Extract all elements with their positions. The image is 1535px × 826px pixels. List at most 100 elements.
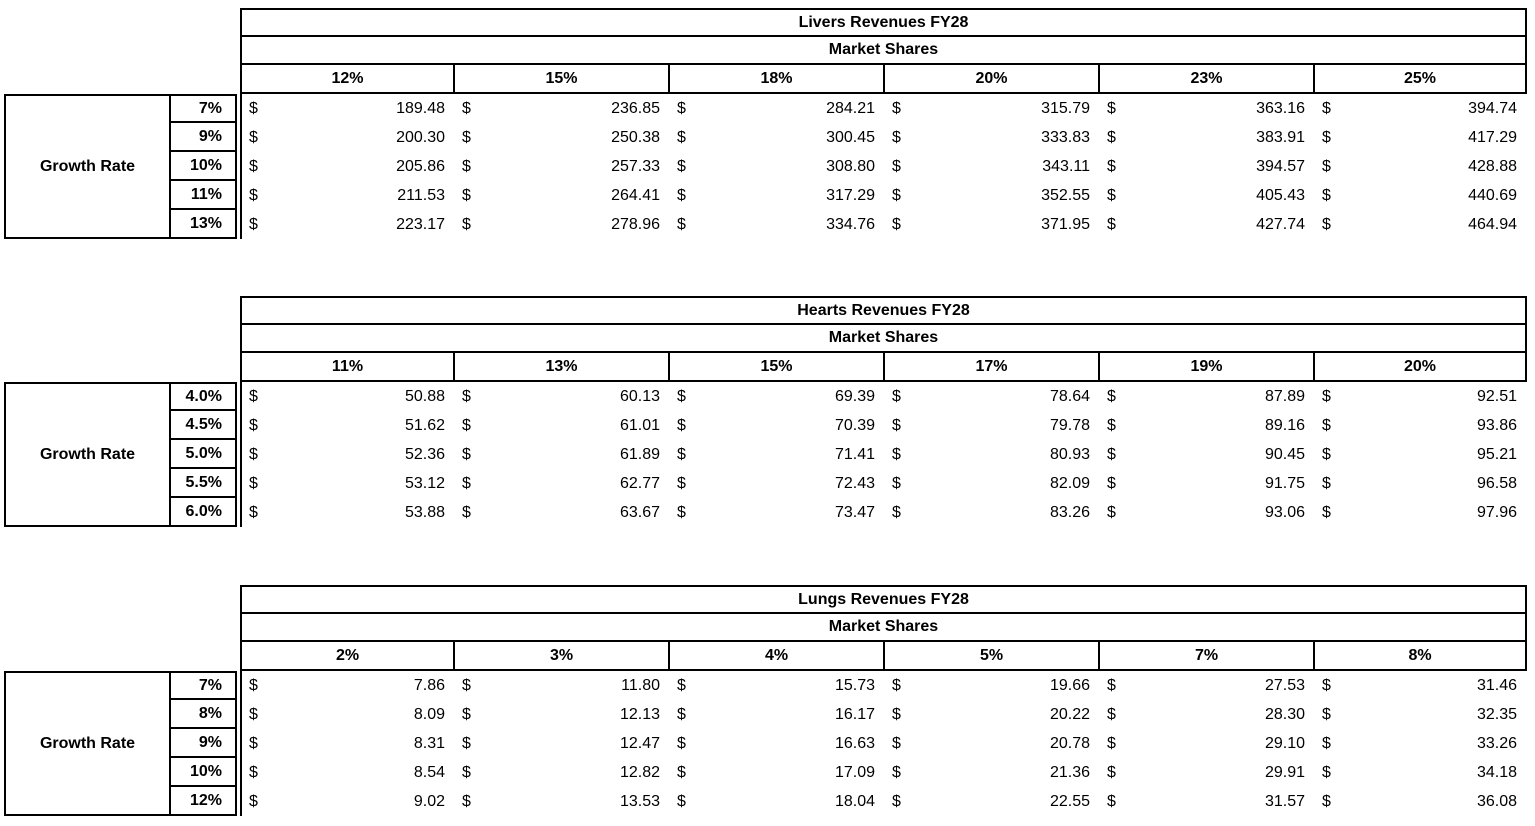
revenue-cell[interactable]: $17.09 xyxy=(670,758,885,787)
revenue-cell[interactable]: $83.26 xyxy=(885,498,1100,527)
revenue-cell[interactable]: $343.11 xyxy=(885,152,1100,181)
growth-rate-header[interactable]: 5.0% xyxy=(171,440,237,469)
revenue-cell[interactable]: $61.01 xyxy=(455,411,670,440)
revenue-cell[interactable]: $15.73 xyxy=(670,671,885,700)
revenue-cell[interactable]: $89.16 xyxy=(1100,411,1315,440)
revenue-cell[interactable]: $72.43 xyxy=(670,469,885,498)
revenue-cell[interactable]: $317.29 xyxy=(670,181,885,210)
revenue-cell[interactable]: $78.64 xyxy=(885,382,1100,411)
growth-rate-header[interactable]: 10% xyxy=(171,758,237,787)
table-title[interactable]: Livers Revenues FY28 xyxy=(240,8,1527,37)
market-share-header[interactable]: 17% xyxy=(885,353,1100,382)
revenue-cell[interactable]: $284.21 xyxy=(670,94,885,123)
revenue-cell[interactable]: $61.89 xyxy=(455,440,670,469)
revenue-cell[interactable]: $90.45 xyxy=(1100,440,1315,469)
revenue-cell[interactable]: $93.06 xyxy=(1100,498,1315,527)
revenue-cell[interactable]: $16.17 xyxy=(670,700,885,729)
revenue-cell[interactable]: $12.13 xyxy=(455,700,670,729)
market-share-header[interactable]: 13% xyxy=(455,353,670,382)
revenue-cell[interactable]: $28.30 xyxy=(1100,700,1315,729)
growth-rate-header[interactable]: 4.0% xyxy=(171,382,237,411)
growth-rate-axis-label[interactable]: Growth Rate xyxy=(4,94,171,239)
growth-rate-axis-label[interactable]: Growth Rate xyxy=(4,671,171,816)
revenue-cell[interactable]: $16.63 xyxy=(670,729,885,758)
growth-rate-axis-label[interactable]: Growth Rate xyxy=(4,382,171,527)
growth-rate-header[interactable]: 12% xyxy=(171,787,237,816)
revenue-cell[interactable]: $92.51 xyxy=(1315,382,1527,411)
revenue-cell[interactable]: $383.91 xyxy=(1100,123,1315,152)
revenue-cell[interactable]: $82.09 xyxy=(885,469,1100,498)
growth-rate-header[interactable]: 9% xyxy=(171,729,237,758)
revenue-cell[interactable]: $315.79 xyxy=(885,94,1100,123)
market-share-header[interactable]: 2% xyxy=(240,642,455,671)
market-share-header[interactable]: 25% xyxy=(1315,65,1527,94)
revenue-cell[interactable]: $53.88 xyxy=(240,498,455,527)
market-share-header[interactable]: 23% xyxy=(1100,65,1315,94)
revenue-cell[interactable]: $11.80 xyxy=(455,671,670,700)
revenue-cell[interactable]: $394.74 xyxy=(1315,94,1527,123)
revenue-cell[interactable]: $223.17 xyxy=(240,210,455,239)
revenue-cell[interactable]: $27.53 xyxy=(1100,671,1315,700)
revenue-cell[interactable]: $79.78 xyxy=(885,411,1100,440)
revenue-cell[interactable]: $12.47 xyxy=(455,729,670,758)
market-share-header[interactable]: 5% xyxy=(885,642,1100,671)
revenue-cell[interactable]: $205.86 xyxy=(240,152,455,181)
revenue-cell[interactable]: $19.66 xyxy=(885,671,1100,700)
revenue-cell[interactable]: $334.76 xyxy=(670,210,885,239)
growth-rate-header[interactable]: 13% xyxy=(171,210,237,239)
revenue-cell[interactable]: $371.95 xyxy=(885,210,1100,239)
revenue-cell[interactable]: $22.55 xyxy=(885,787,1100,816)
market-share-header[interactable]: 15% xyxy=(670,353,885,382)
revenue-cell[interactable]: $36.08 xyxy=(1315,787,1527,816)
revenue-cell[interactable]: $97.96 xyxy=(1315,498,1527,527)
revenue-cell[interactable]: $9.02 xyxy=(240,787,455,816)
revenue-cell[interactable]: $60.13 xyxy=(455,382,670,411)
growth-rate-header[interactable]: 5.5% xyxy=(171,469,237,498)
market-share-header[interactable]: 11% xyxy=(240,353,455,382)
revenue-cell[interactable]: $278.96 xyxy=(455,210,670,239)
revenue-cell[interactable]: $93.86 xyxy=(1315,411,1527,440)
revenue-cell[interactable]: $308.80 xyxy=(670,152,885,181)
revenue-cell[interactable]: $51.62 xyxy=(240,411,455,440)
revenue-cell[interactable]: $7.86 xyxy=(240,671,455,700)
revenue-cell[interactable]: $211.53 xyxy=(240,181,455,210)
growth-rate-header[interactable]: 4.5% xyxy=(171,411,237,440)
market-shares-label[interactable]: Market Shares xyxy=(240,614,1527,642)
growth-rate-header[interactable]: 8% xyxy=(171,700,237,729)
growth-rate-header[interactable]: 9% xyxy=(171,123,237,152)
revenue-cell[interactable]: $8.54 xyxy=(240,758,455,787)
table-title[interactable]: Lungs Revenues FY28 xyxy=(240,585,1527,614)
growth-rate-header[interactable]: 7% xyxy=(171,671,237,700)
revenue-cell[interactable]: $62.77 xyxy=(455,469,670,498)
revenue-cell[interactable]: $69.39 xyxy=(670,382,885,411)
revenue-cell[interactable]: $428.88 xyxy=(1315,152,1527,181)
revenue-cell[interactable]: $32.35 xyxy=(1315,700,1527,729)
revenue-cell[interactable]: $250.38 xyxy=(455,123,670,152)
market-share-header[interactable]: 12% xyxy=(240,65,455,94)
market-share-header[interactable]: 20% xyxy=(1315,353,1527,382)
revenue-cell[interactable]: $73.47 xyxy=(670,498,885,527)
revenue-cell[interactable]: $464.94 xyxy=(1315,210,1527,239)
revenue-cell[interactable]: $405.43 xyxy=(1100,181,1315,210)
revenue-cell[interactable]: $33.26 xyxy=(1315,729,1527,758)
revenue-cell[interactable]: $427.74 xyxy=(1100,210,1315,239)
revenue-cell[interactable]: $20.78 xyxy=(885,729,1100,758)
revenue-cell[interactable]: $200.30 xyxy=(240,123,455,152)
revenue-cell[interactable]: $31.57 xyxy=(1100,787,1315,816)
market-share-header[interactable]: 19% xyxy=(1100,353,1315,382)
revenue-cell[interactable]: $8.31 xyxy=(240,729,455,758)
market-shares-label[interactable]: Market Shares xyxy=(240,325,1527,353)
market-share-header[interactable]: 3% xyxy=(455,642,670,671)
revenue-cell[interactable]: $31.46 xyxy=(1315,671,1527,700)
revenue-cell[interactable]: $236.85 xyxy=(455,94,670,123)
revenue-cell[interactable]: $70.39 xyxy=(670,411,885,440)
revenue-cell[interactable]: $29.10 xyxy=(1100,729,1315,758)
market-share-header[interactable]: 15% xyxy=(455,65,670,94)
growth-rate-header[interactable]: 6.0% xyxy=(171,498,237,527)
revenue-cell[interactable]: $300.45 xyxy=(670,123,885,152)
revenue-cell[interactable]: $80.93 xyxy=(885,440,1100,469)
growth-rate-header[interactable]: 7% xyxy=(171,94,237,123)
revenue-cell[interactable]: $63.67 xyxy=(455,498,670,527)
revenue-cell[interactable]: $363.16 xyxy=(1100,94,1315,123)
revenue-cell[interactable]: $53.12 xyxy=(240,469,455,498)
